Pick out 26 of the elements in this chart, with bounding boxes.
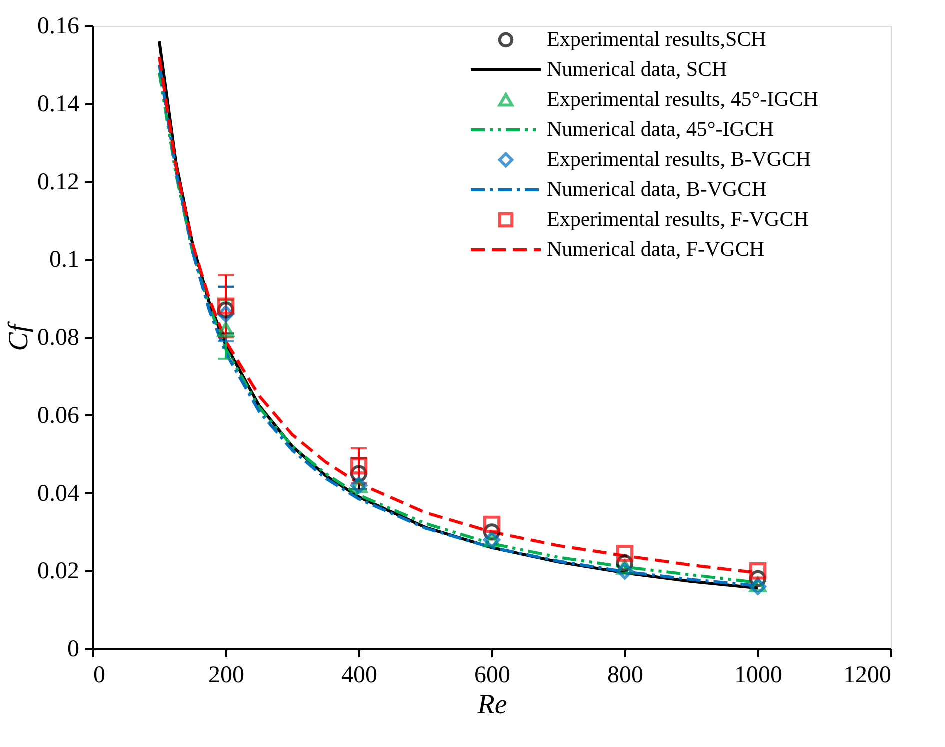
x-tick-label: 800	[608, 662, 644, 688]
y-tick-label: 0.02	[38, 558, 80, 585]
y-axis-title: Cf	[4, 322, 34, 352]
y-tick-label: 0.1	[50, 247, 80, 274]
x-tick-label: 1000	[734, 662, 782, 688]
y-tick-label: 0.14	[38, 91, 80, 118]
legend-label: Experimental results, 45°-IGCH	[547, 87, 818, 111]
y-tick-label: 0.08	[38, 325, 80, 351]
y-tick-label: 0.16	[38, 14, 80, 40]
x-tick-label: 1200	[844, 662, 892, 688]
legend-label: Numerical data, B-VGCH	[547, 177, 767, 201]
x-tick-label: 600	[474, 662, 510, 688]
legend-label: Experimental results, F-VGCH	[547, 207, 809, 231]
x-tick-label: 200	[208, 662, 244, 688]
legend-label: Numerical data, F-VGCH	[547, 237, 765, 261]
x-tick-label: 400	[342, 662, 378, 688]
legend-label: Experimental results,SCH	[547, 27, 766, 51]
x-tick-label: 0	[94, 662, 106, 688]
y-tick-label: 0.04	[38, 480, 80, 507]
y-tick-label: 0.12	[38, 169, 80, 196]
y-tick-label: 0.06	[38, 402, 80, 429]
legend-label: Numerical data, 45°-IGCH	[547, 117, 774, 141]
y-tick-label: 0	[68, 636, 80, 662]
legend-label: Numerical data, SCH	[547, 57, 728, 81]
x-axis-title: Re	[476, 690, 508, 720]
legend-label: Experimental results, B-VGCH	[547, 147, 812, 171]
